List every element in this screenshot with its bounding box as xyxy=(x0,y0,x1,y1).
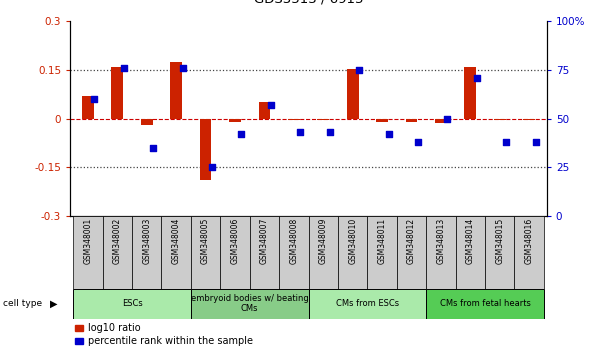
Bar xyxy=(279,216,309,289)
Bar xyxy=(141,119,153,125)
Text: CMs from fetal hearts: CMs from fetal hearts xyxy=(440,299,530,308)
Point xyxy=(502,139,511,145)
Point xyxy=(236,131,246,137)
Bar xyxy=(288,119,300,120)
Bar xyxy=(347,69,359,119)
Point xyxy=(178,65,188,71)
Text: GSM348005: GSM348005 xyxy=(201,218,210,264)
Bar xyxy=(103,216,132,289)
Point xyxy=(119,65,129,71)
Point xyxy=(266,102,276,108)
Point xyxy=(472,75,481,80)
Bar xyxy=(258,102,270,119)
Text: cell type: cell type xyxy=(3,299,42,308)
Bar xyxy=(111,67,123,119)
Bar xyxy=(317,119,329,120)
Text: GSM348001: GSM348001 xyxy=(84,218,92,264)
Text: GSM348011: GSM348011 xyxy=(378,218,387,264)
Text: GSM348014: GSM348014 xyxy=(466,218,475,264)
Bar xyxy=(485,216,514,289)
Bar xyxy=(250,216,279,289)
Bar xyxy=(523,119,535,120)
Bar xyxy=(514,216,544,289)
Point xyxy=(442,116,452,121)
Text: GSM348007: GSM348007 xyxy=(260,218,269,264)
Text: GSM348015: GSM348015 xyxy=(496,218,504,264)
Legend: log10 ratio, percentile rank within the sample: log10 ratio, percentile rank within the … xyxy=(75,324,253,346)
Text: GSM348013: GSM348013 xyxy=(436,218,445,264)
Text: GSM348006: GSM348006 xyxy=(230,218,240,264)
Text: GSM348012: GSM348012 xyxy=(407,218,416,264)
Point xyxy=(89,96,99,102)
Bar xyxy=(406,119,417,122)
Bar xyxy=(200,119,211,180)
Point xyxy=(325,129,335,135)
Bar xyxy=(309,289,426,319)
Bar xyxy=(191,216,221,289)
Text: GSM348016: GSM348016 xyxy=(525,218,533,264)
Bar xyxy=(338,216,367,289)
Bar xyxy=(376,119,388,122)
Point xyxy=(531,139,541,145)
Point xyxy=(413,139,423,145)
Bar xyxy=(426,289,544,319)
Bar xyxy=(132,216,161,289)
Text: GSM348009: GSM348009 xyxy=(319,218,327,264)
Bar xyxy=(221,216,250,289)
Point xyxy=(354,67,364,73)
Bar xyxy=(426,216,456,289)
Text: ESCs: ESCs xyxy=(122,299,142,308)
Bar xyxy=(82,96,94,119)
Text: GSM348008: GSM348008 xyxy=(290,218,298,264)
Text: GSM348010: GSM348010 xyxy=(348,218,357,264)
Bar xyxy=(191,289,309,319)
Bar xyxy=(170,62,182,119)
Text: GDS3513 / 6915: GDS3513 / 6915 xyxy=(254,0,364,5)
Bar xyxy=(435,119,447,124)
Bar xyxy=(73,216,103,289)
Point xyxy=(148,145,158,150)
Bar xyxy=(161,216,191,289)
Text: CMs from ESCs: CMs from ESCs xyxy=(336,299,399,308)
Point xyxy=(296,129,306,135)
Bar xyxy=(367,216,397,289)
Bar xyxy=(73,289,191,319)
Text: GSM348002: GSM348002 xyxy=(113,218,122,264)
Text: GSM348003: GSM348003 xyxy=(142,218,152,264)
Bar xyxy=(229,119,241,122)
Bar xyxy=(464,67,476,119)
Bar xyxy=(397,216,426,289)
Text: GSM348004: GSM348004 xyxy=(172,218,181,264)
Point xyxy=(384,131,393,137)
Point xyxy=(207,164,217,170)
Text: embryoid bodies w/ beating
CMs: embryoid bodies w/ beating CMs xyxy=(191,294,309,313)
Bar xyxy=(494,119,506,120)
Text: ▶: ▶ xyxy=(50,298,57,309)
Bar xyxy=(456,216,485,289)
Bar xyxy=(309,216,338,289)
